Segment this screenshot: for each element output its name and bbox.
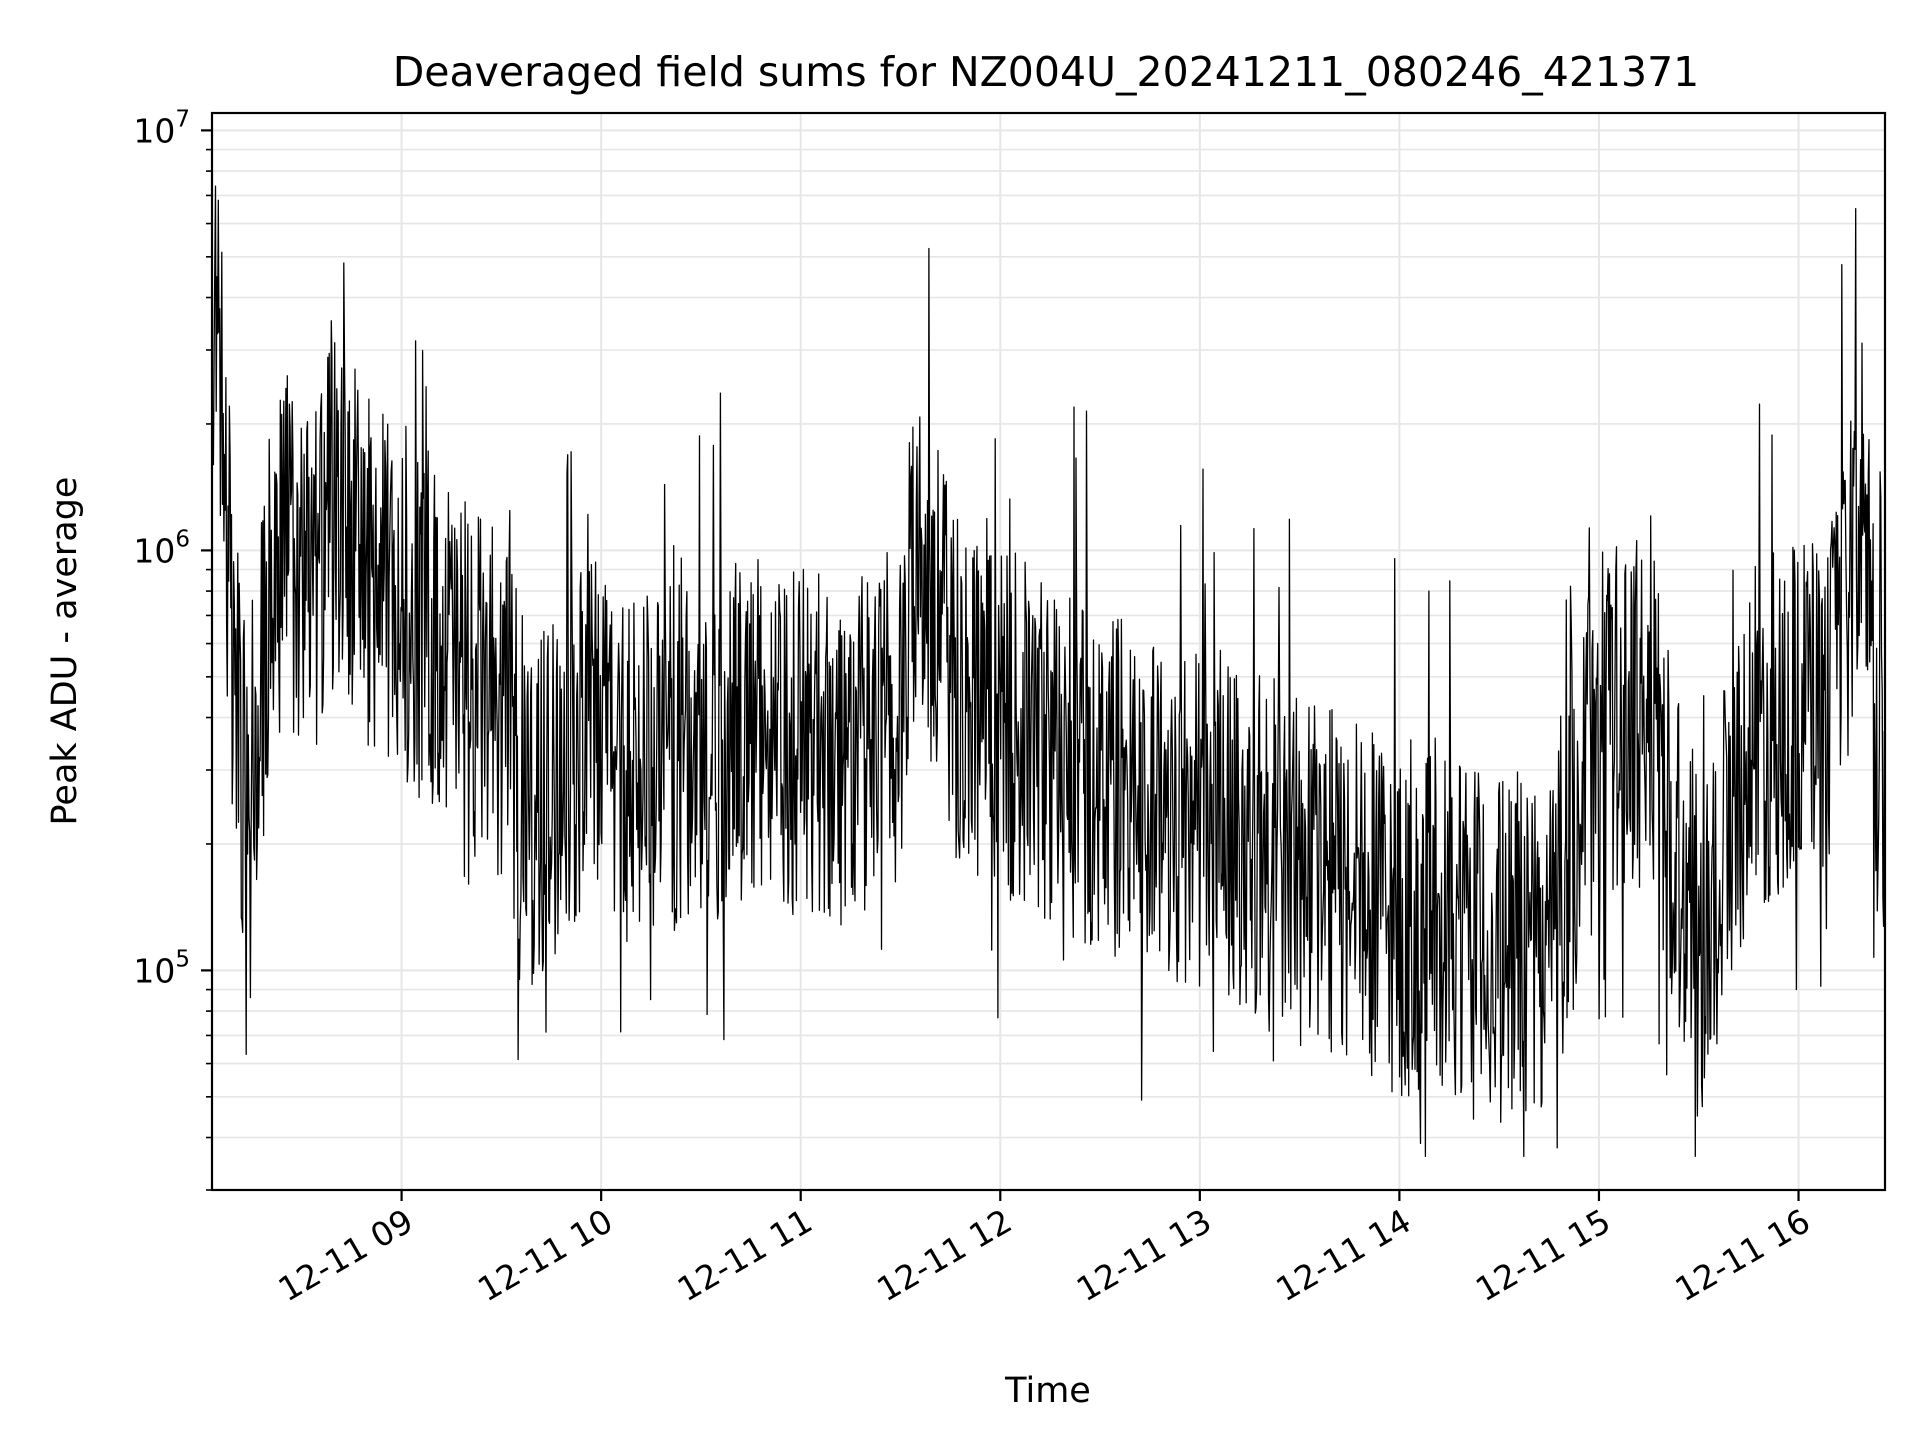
y-tick-label: 107: [133, 106, 190, 150]
y-tick-label: 106: [133, 526, 190, 570]
plot-area-frame: [210, 111, 1887, 1192]
y-axis-ticks: 105 106 107: [133, 106, 212, 1191]
data-series: [211, 185, 1886, 1158]
chart-title: Deaveraged field sums for NZ004U_2024121…: [393, 48, 1700, 96]
series-line: [211, 185, 1886, 1158]
y-axis-label: Peak ADU - average: [45, 477, 85, 826]
y-tick-label: 105: [133, 946, 190, 990]
x-axis-label: Time: [1004, 1371, 1091, 1411]
